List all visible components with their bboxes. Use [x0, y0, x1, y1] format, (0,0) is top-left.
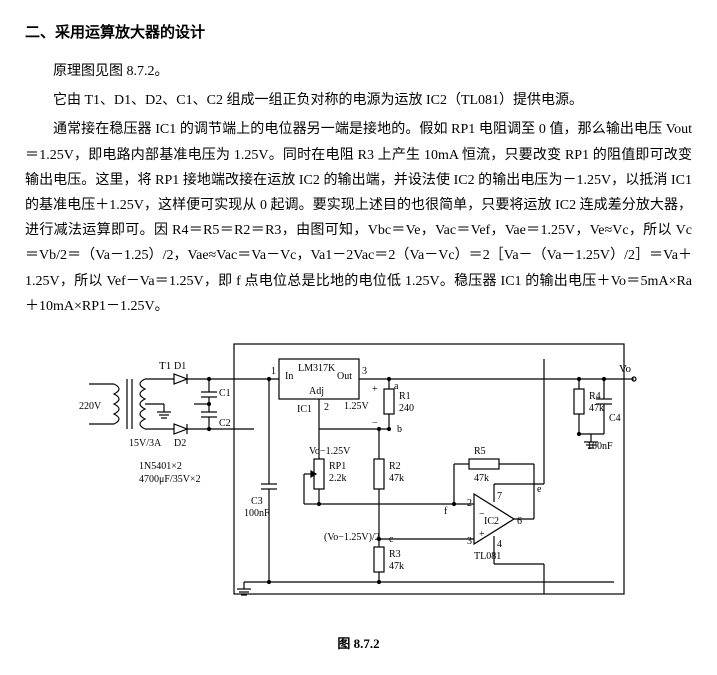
node-f: f	[444, 506, 448, 517]
ic2-pin7: 7	[497, 491, 502, 502]
section-heading: 二、采用运算放大器的设计	[25, 20, 692, 47]
ic2-pin3: 3	[467, 536, 472, 547]
r2-val: 47k	[389, 473, 404, 484]
ic1-adj: Adj	[309, 386, 324, 397]
svg-text:+: +	[479, 529, 485, 540]
r4-val: 47k	[589, 403, 604, 414]
ic2-name: TL081	[474, 551, 501, 562]
c1-label: C1	[219, 388, 231, 399]
secondary-voltage: 15V/3A	[129, 438, 162, 449]
ic1-out: Out	[337, 371, 352, 382]
svg-text:+: +	[372, 384, 378, 395]
c2-label: C2	[219, 418, 231, 429]
ic1-pin3: 3	[362, 366, 367, 377]
r1-name: R1	[399, 391, 411, 402]
body-paragraph-2: 通常接在稳压器 IC1 的调节端上的电位器另一端是接地的。假如 RP1 电阻调至…	[25, 117, 692, 319]
vref: 1.25V	[344, 401, 370, 412]
node-b: b	[397, 424, 402, 435]
body-paragraph-1: 它由 T1、D1、D2、C1、C2 组成一组正负对称的电源为运放 IC2（TL0…	[25, 88, 692, 113]
t1-label: T1	[159, 360, 171, 372]
ic1-in: In	[285, 371, 293, 382]
node-e: e	[537, 484, 542, 495]
r5-val: 47k	[474, 473, 489, 484]
c3-name: C3	[251, 496, 263, 507]
ic1-pin1: 1	[271, 366, 276, 377]
r2-name: R2	[389, 461, 401, 472]
vref3: (Vo−1.25V)/2	[324, 532, 380, 543]
ic1-name: LM317K	[298, 363, 336, 374]
primary-voltage: 220V	[79, 401, 102, 412]
r3-val: 47k	[389, 561, 404, 572]
ic2-label: IC2	[484, 516, 499, 527]
r5-name: R5	[474, 446, 486, 457]
vref2: Vo−1.25V	[309, 446, 351, 457]
circuit-diagram: T1 220V 15V/3A D1 D2 C1 C2 1N5401×2 4700…	[79, 334, 639, 624]
vout-label: Vo	[619, 363, 632, 375]
rp1-name: RP1	[329, 461, 346, 472]
c3-val: 100nF	[244, 508, 270, 519]
figure-caption: 图 8.7.2	[25, 632, 692, 655]
diode-note: 1N5401×2	[139, 461, 182, 472]
d1-label: D1	[174, 361, 186, 372]
d2-label: D2	[174, 438, 186, 449]
ic1-label: IC1	[297, 404, 312, 415]
ic1-pin2: 2	[324, 402, 329, 413]
ic2-pin6: 6	[517, 516, 522, 527]
ic2-pin4: 4	[497, 539, 502, 550]
r3-name: R3	[389, 549, 401, 560]
c4-val: 100nF	[587, 441, 613, 452]
c4-name: C4	[609, 413, 621, 424]
r1-val: 240	[399, 403, 414, 414]
svg-text:−: −	[372, 418, 378, 429]
cap-note: 4700μF/35V×2	[139, 474, 201, 485]
rp1-val: 2.2k	[329, 473, 347, 484]
intro-paragraph: 原理图见图 8.7.2。	[25, 59, 692, 84]
r4-name: R4	[589, 391, 601, 402]
